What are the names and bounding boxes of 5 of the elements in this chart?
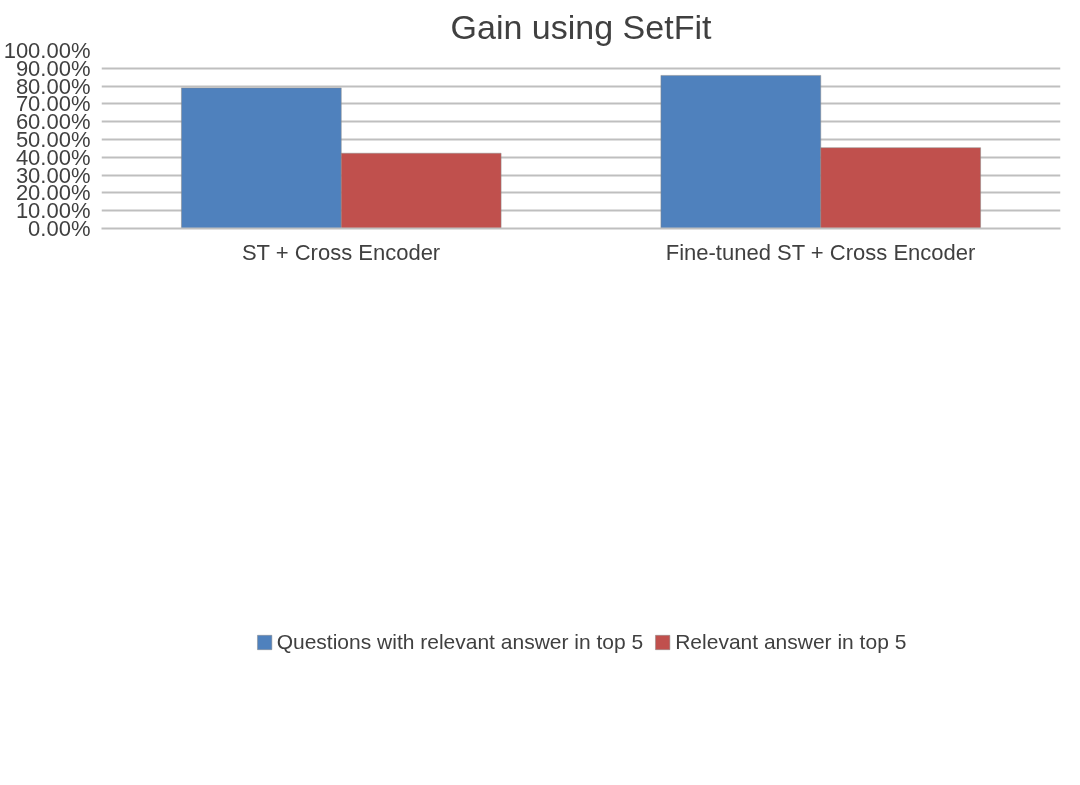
x-tick-label: ST + Cross Encoder bbox=[241, 239, 441, 265]
legend-label: Questions with relevant answer in top 5 bbox=[276, 630, 644, 654]
legend-label: Relevant answer in top 5 bbox=[675, 630, 907, 654]
x-tick-label: Fine-tuned ST + Cross Encoder bbox=[665, 239, 976, 265]
chart-title: Gain using SetFit bbox=[450, 7, 712, 46]
